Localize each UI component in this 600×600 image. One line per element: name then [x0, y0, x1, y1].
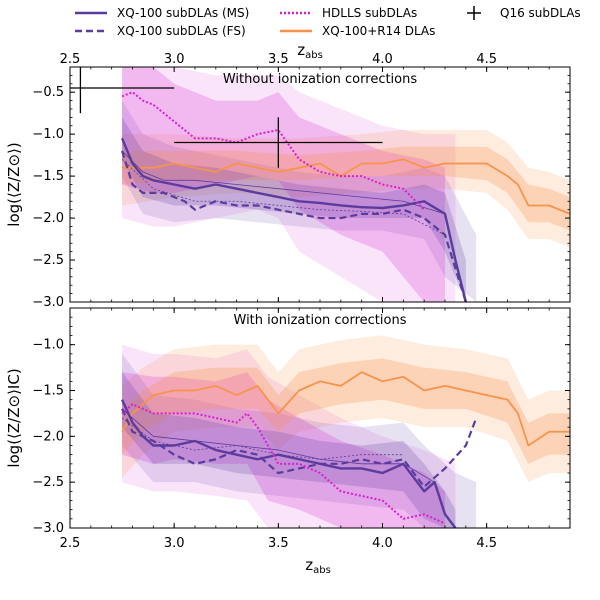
bottom-x-tick-label: 4.5 — [476, 536, 497, 551]
top-x-tick-label: 2.5 — [60, 52, 81, 67]
dla-line — [121, 371, 570, 447]
hdlls-band-outer — [122, 67, 456, 302]
dla-band-outer — [122, 335, 570, 483]
legend-item: XQ-100 subDLAs (FS) — [75, 24, 246, 38]
panel-title: With ionization corrections — [234, 313, 407, 328]
ms-band-inner — [122, 117, 466, 302]
hdlls-band-inner — [122, 372, 445, 528]
y-tick-label: −1.5 — [32, 384, 64, 399]
y-tick-label: −2.5 — [32, 253, 64, 268]
y-tick-label: −3.0 — [32, 295, 64, 310]
ms-thin-line — [121, 150, 446, 215]
y-tick-label: −2.0 — [32, 211, 64, 226]
plot-area — [120, 335, 570, 528]
hdlls-line — [121, 91, 425, 211]
bottom-x-tick-label: 2.5 — [60, 536, 81, 551]
top-x-tick-label: 3.0 — [164, 52, 185, 67]
fs-line — [121, 408, 478, 488]
ms-band-inner — [122, 372, 456, 528]
legend-item: XQ-100+R14 DLAs — [280, 24, 435, 38]
legend-item: HDLLS subDLAs — [280, 6, 417, 20]
plot-area — [70, 67, 570, 302]
ms-band-outer — [122, 353, 477, 528]
bottom-x-tick-label: 4.0 — [372, 536, 393, 551]
y-tick-label: −1.0 — [32, 338, 64, 353]
y-axis-label: log(⟨Z/Z⊙⟩) — [5, 142, 23, 226]
fs-line — [121, 150, 467, 302]
y-tick-label: −1.0 — [32, 127, 64, 142]
top-x-axis-label: zabs — [297, 41, 323, 61]
dla-band-inner — [122, 146, 570, 231]
legend-label: XQ-100+R14 DLAs — [322, 24, 435, 38]
y-tick-label: −3.0 — [32, 521, 64, 536]
legend-label: HDLLS subDLAs — [322, 6, 417, 20]
panel-with-ic: With ionization corrections −1.0 −1.5 −2.0 −… — [5, 307, 571, 536]
dla-band-inner — [122, 358, 570, 464]
legend-label: Q16 subDLAs — [500, 6, 581, 20]
ms-line — [120, 399, 457, 528]
y-axis-label: log(⟨Z/Z⊙⟩IC) — [5, 368, 23, 467]
bottom-x-tick-label: 3.5 — [268, 536, 289, 551]
bottom-x-axis-label: zabs — [305, 556, 331, 576]
ms-line — [120, 137, 467, 302]
fs-thin-line — [121, 417, 404, 460]
dla-band-outer — [122, 129, 570, 248]
dla-line — [122, 158, 570, 215]
y-tick-label: −0.5 — [32, 85, 64, 100]
y-tick-label: −2.5 — [32, 475, 64, 490]
hdlls-line — [121, 403, 446, 525]
top-x-tick-label: 3.5 — [268, 52, 289, 67]
panel-title: Without ionization corrections — [223, 72, 418, 87]
legend-label: XQ-100 subDLAs (FS) — [117, 24, 246, 38]
hdlls-band-inner — [122, 67, 445, 302]
legend-item: XQ-100 subDLAs (MS) — [75, 6, 249, 20]
legend: XQ-100 subDLAs (MS) XQ-100 subDLAs (FS) HD… — [75, 6, 581, 38]
top-x-tick-label: 4.0 — [372, 52, 393, 67]
bottom-x-tick-label: 3.0 — [164, 536, 185, 551]
top-x-tick-label: 4.5 — [476, 52, 497, 67]
y-tick-label: −1.5 — [32, 169, 64, 184]
hdlls-band-outer — [122, 344, 456, 528]
y-tick-label: −2.0 — [32, 429, 64, 444]
panel-without-ic: Without ionization corrections −0.5 −1.0 −1… — [5, 66, 571, 310]
legend-item: Q16 subDLAs — [467, 6, 581, 20]
legend-label: XQ-100 subDLAs (MS) — [117, 6, 249, 20]
ms-thin-line — [121, 408, 435, 483]
